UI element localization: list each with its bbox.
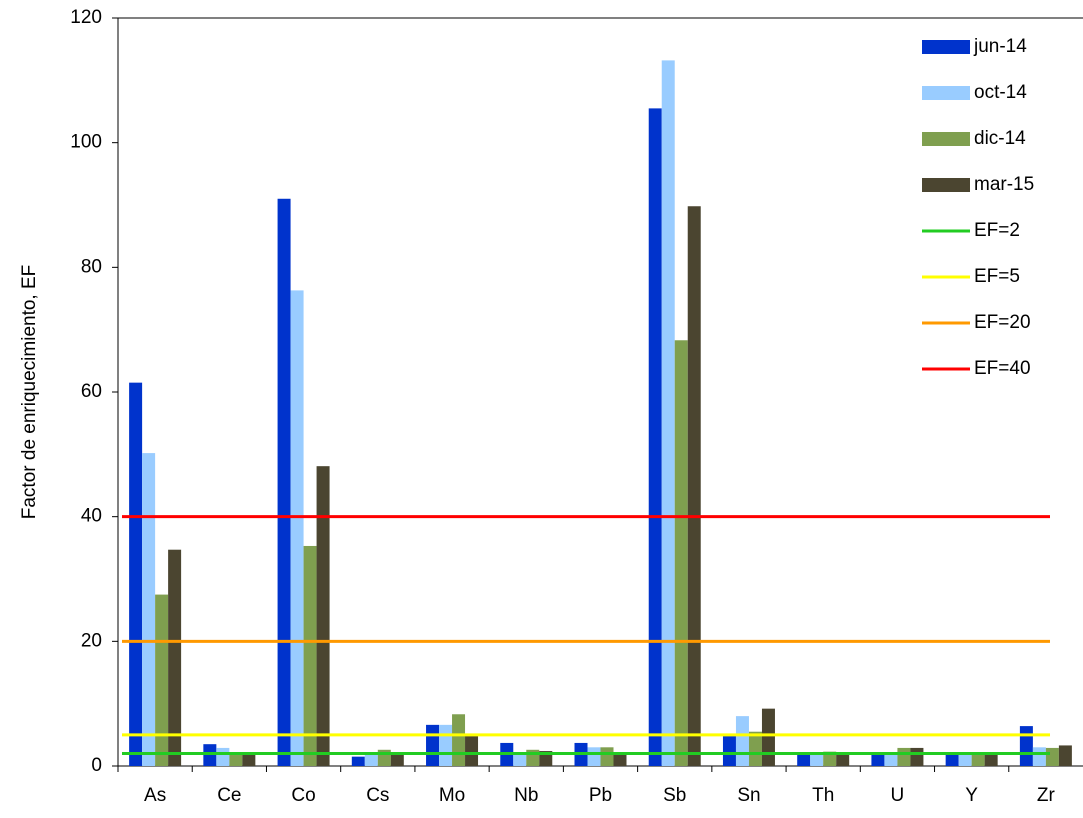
- y-tick-label: 120: [70, 7, 102, 28]
- y-tick-label: 60: [81, 381, 102, 402]
- bar: [277, 198, 291, 766]
- bar: [600, 747, 614, 766]
- bar: [465, 736, 479, 766]
- y-tick-label: 100: [70, 132, 102, 153]
- legend-label: jun-14: [973, 36, 1027, 57]
- x-tick-label: Sb: [663, 785, 686, 806]
- bar: [748, 731, 762, 766]
- bar: [661, 60, 675, 767]
- legend-label: EF=20: [974, 312, 1031, 333]
- legend-label: EF=5: [974, 266, 1020, 287]
- y-tick-label: 40: [81, 506, 102, 527]
- bar: [364, 754, 378, 766]
- bar: [722, 736, 736, 766]
- x-tick-label: Sn: [737, 785, 760, 806]
- bar: [216, 747, 230, 766]
- bar: [761, 708, 775, 766]
- bar: [823, 751, 837, 766]
- legend-label: dic-14: [974, 128, 1026, 149]
- bar: [1019, 726, 1033, 766]
- x-tick-label: Mo: [439, 785, 465, 806]
- bar: [958, 753, 972, 766]
- x-tick-label: Cs: [366, 785, 389, 806]
- bar: [687, 206, 701, 766]
- bar: [168, 549, 182, 766]
- bar: [910, 747, 924, 766]
- y-axis-label: Factor de enriquecimiento, EF: [19, 265, 40, 520]
- x-tick-label: Th: [812, 785, 834, 806]
- bar: [203, 744, 217, 766]
- bar: [242, 752, 256, 766]
- bar: [316, 466, 330, 766]
- bar: [884, 753, 898, 766]
- legend-label: EF=2: [974, 220, 1020, 241]
- y-tick-label: 80: [81, 256, 102, 277]
- bar: [797, 753, 811, 766]
- x-tick-label: Nb: [514, 785, 538, 806]
- bar: [1032, 747, 1046, 766]
- x-tick-label: Ce: [217, 785, 241, 806]
- bar: [303, 545, 317, 766]
- bar: [142, 453, 156, 766]
- legend-swatch: [922, 86, 970, 100]
- y-tick-label: 0: [91, 755, 102, 776]
- legend-label: mar-15: [974, 174, 1034, 195]
- x-tick-label: U: [891, 785, 905, 806]
- x-tick-label: As: [144, 785, 166, 806]
- x-tick-label: Zr: [1037, 785, 1056, 806]
- bar: [513, 752, 527, 766]
- bar: [871, 752, 885, 766]
- bar: [674, 340, 688, 766]
- bar: [648, 108, 662, 767]
- bar: [810, 752, 824, 766]
- bar: [613, 752, 627, 766]
- bar: [1045, 747, 1059, 766]
- bar: [897, 747, 911, 766]
- bar: [452, 714, 466, 766]
- bar: [971, 753, 985, 766]
- bar: [426, 724, 440, 766]
- bar: [155, 594, 169, 766]
- legend-label: oct-14: [974, 82, 1027, 103]
- bar: [587, 747, 601, 766]
- bar: [735, 716, 749, 766]
- legend-swatch: [922, 178, 970, 192]
- legend-swatch: [922, 40, 970, 54]
- y-tick-label: 20: [81, 630, 102, 651]
- bar: [1058, 745, 1072, 766]
- legend-label: EF=40: [974, 358, 1031, 379]
- bar: [129, 382, 143, 766]
- x-tick-label: Pb: [589, 785, 612, 806]
- bar: [984, 753, 998, 766]
- x-tick-label: Co: [291, 785, 315, 806]
- bar: [290, 290, 304, 766]
- bar: [229, 752, 243, 766]
- bar: [945, 753, 959, 766]
- bar: [351, 756, 365, 766]
- bar: [390, 752, 404, 766]
- bar: [439, 724, 453, 766]
- legend-swatch: [922, 132, 970, 146]
- bar: [836, 753, 850, 766]
- x-tick-label: Y: [965, 785, 978, 806]
